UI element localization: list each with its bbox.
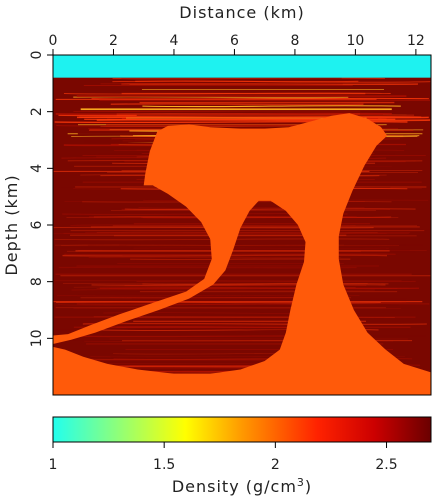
- y-tick-label: 4: [29, 164, 45, 173]
- sediment-reflector: [86, 113, 383, 116]
- y-tick-label: 6: [29, 220, 45, 229]
- sediment-reflector: [79, 116, 422, 118]
- y-tick-label: 10: [29, 329, 45, 347]
- sediment-reflector: [73, 307, 401, 310]
- sediment-reflector: [77, 304, 399, 307]
- x-tick-label: 4: [169, 33, 178, 49]
- x-tick-label: 2: [109, 33, 118, 49]
- x-tick-label: 10: [346, 33, 364, 49]
- sediment-reflector: [90, 226, 420, 228]
- x-tick-label: 12: [407, 33, 425, 49]
- y-ticks: 0 2 4 6 8 10: [29, 51, 53, 347]
- salt-body: [53, 113, 431, 395]
- sediment-reflector: [119, 244, 407, 246]
- y-tick-label: 2: [29, 107, 45, 116]
- sediment-reflector: [70, 229, 425, 232]
- sediment-reflector: [87, 244, 424, 246]
- colorbar-tick-label: 2.5: [375, 457, 397, 473]
- sediment-reflector: [54, 316, 416, 318]
- y-tick-label: 8: [29, 277, 45, 286]
- x-ticks: 0 2 4 6 8 10 12: [49, 33, 425, 55]
- sediment-reflector: [65, 111, 397, 113]
- x-tick-label: 6: [230, 33, 239, 49]
- colorbar-tick-label: 1.5: [153, 457, 175, 473]
- sediment-reflector: [91, 283, 386, 286]
- sediment-reflector: [78, 251, 416, 254]
- colorbar-label: Density (g/cm3): [172, 476, 312, 496]
- water-layer: [53, 55, 431, 78]
- sediment-reflector: [135, 80, 359, 83]
- sediment-reflector: [111, 316, 395, 319]
- sediment-reflector: [110, 103, 364, 106]
- x-tick-label: 0: [49, 33, 58, 49]
- y-tick-label: 0: [29, 51, 45, 60]
- sediment-reflector: [142, 105, 401, 108]
- sediment-reflector: [59, 301, 407, 304]
- sediment-reflector: [121, 208, 391, 210]
- sediment-reflector: [124, 208, 416, 210]
- y-axis-label: Depth (km): [2, 174, 21, 275]
- x-axis-label: Distance (km): [179, 3, 304, 22]
- sediment-reflector: [76, 95, 407, 98]
- sediment-reflector: [110, 78, 414, 81]
- sediment-reflector: [76, 303, 430, 305]
- sediment-reflector: [136, 280, 416, 283]
- sediment-reflector: [124, 229, 430, 231]
- sediment-reflector: [142, 283, 389, 285]
- colorbar-tick-label: 1: [49, 457, 58, 473]
- colorbar-tick-label: 2: [271, 457, 280, 473]
- density-heatmap: [53, 55, 431, 395]
- sediment-reflector: [82, 322, 427, 326]
- sediment-reflector: [55, 273, 412, 276]
- sediment-reflector: [91, 97, 429, 100]
- colorbar: [52, 416, 432, 443]
- x-tick-label: 8: [290, 33, 299, 49]
- colorbar-ticks: 1 1.5 2 2.5: [49, 442, 398, 473]
- sediment-reflector: [109, 287, 409, 289]
